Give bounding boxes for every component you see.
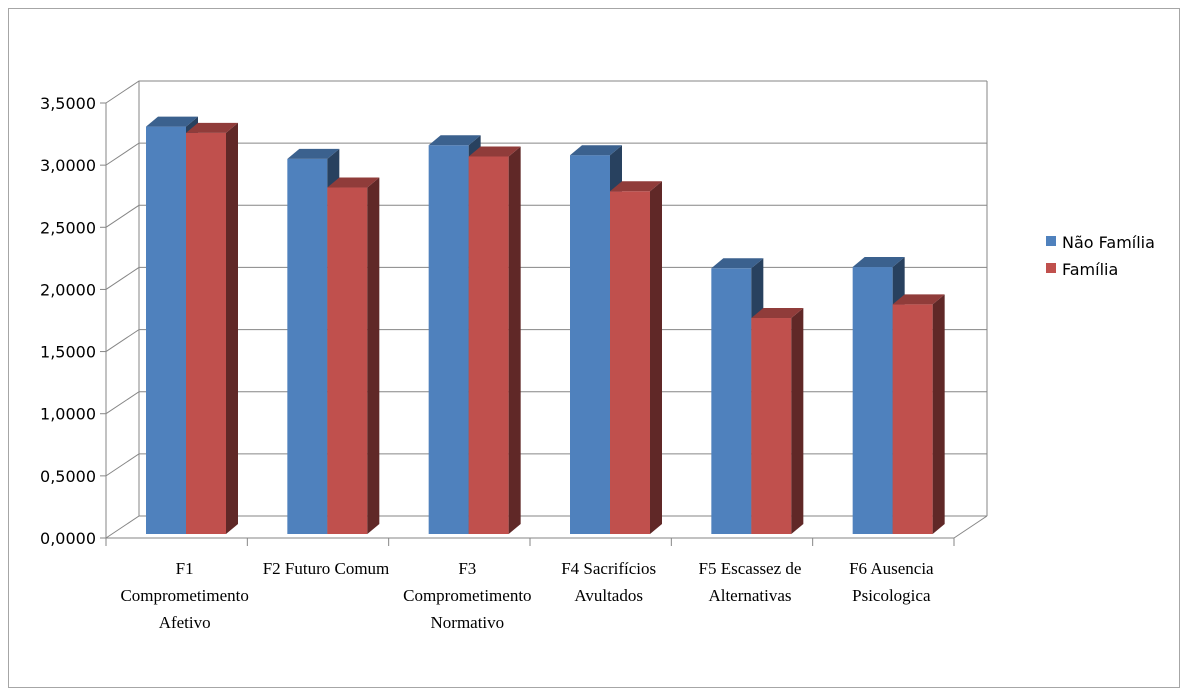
y-tick-label: 3,0000 [40, 156, 96, 175]
x-tick-label: Normativo [431, 613, 505, 632]
y-tick-label: 2,5000 [40, 218, 96, 237]
bars [146, 116, 945, 535]
x-tick-label: F5 Escassez de [699, 559, 802, 578]
gridline [105, 80, 987, 104]
bar-familia [186, 122, 238, 535]
y-tick-labels: 0,0000 0,5000 1,0000 1,5000 2,0000 2,5000 3,00… [40, 94, 96, 548]
legend-swatch [1046, 236, 1056, 246]
gridline [105, 204, 987, 228]
bar-familia [610, 181, 662, 534]
bar-familia [468, 146, 521, 534]
axis-line [953, 515, 988, 539]
legend: Não Família Família [1046, 233, 1155, 279]
y-tick-label: 0,0000 [40, 529, 96, 548]
y-tick-label: 0,5000 [40, 467, 96, 486]
legend-label: Não Família [1062, 233, 1155, 252]
x-tick-labels: F1 Comprometimento Afetivo F2 Futuro Comum F… [120, 559, 934, 632]
x-tick-label: Psicologica [852, 586, 931, 605]
y-tick-label: 2,0000 [40, 280, 96, 299]
y-tick-label: 1,5000 [40, 343, 96, 362]
bar-familia [751, 308, 804, 534]
axes [100, 81, 988, 546]
x-tick-label: Comprometimento [403, 586, 531, 605]
x-tick-label: F1 [176, 559, 194, 578]
y-tick-label: 1,0000 [40, 405, 96, 424]
gridline [105, 142, 987, 166]
x-tick-label: Comprometimento [120, 586, 248, 605]
bar-familia [892, 294, 945, 534]
legend-swatch [1046, 263, 1056, 273]
x-tick-label: F3 [458, 559, 476, 578]
x-tick-label: Avultados [574, 586, 643, 605]
x-tick-label: F4 Sacrifícios [561, 559, 656, 578]
bar-familia [327, 177, 380, 534]
x-tick-label: Afetivo [159, 613, 211, 632]
x-tick-label: F2 Futuro Comum [263, 559, 390, 578]
x-tick-label: Alternativas [708, 586, 791, 605]
legend-label: Família [1062, 260, 1118, 279]
x-tick-label: F6 Ausencia [849, 559, 934, 578]
y-tick-label: 3,5000 [40, 94, 96, 113]
